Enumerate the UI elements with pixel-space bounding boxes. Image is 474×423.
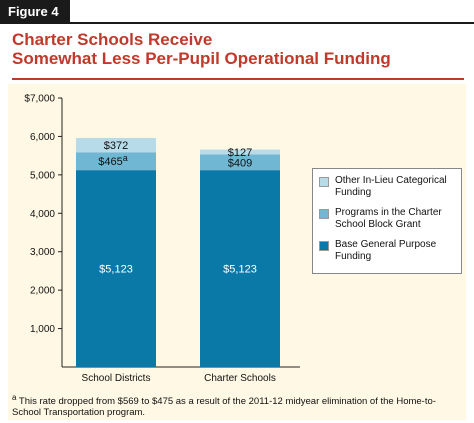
footnote-panel [8, 390, 466, 420]
y-tick-label: $7,000 [24, 94, 55, 105]
bar-segment-block-grant [200, 154, 280, 171]
legend: Other In-Lieu Categorical Funding Progra… [312, 168, 462, 274]
chart-title-line2: Somewhat Less Per-Pupil Operational Fund… [12, 49, 391, 68]
title-underline [12, 78, 464, 80]
x-tick-label: Charter Schools [204, 373, 276, 384]
legend-label-base: Base General Purpose Funding [335, 239, 437, 262]
data-label: $372 [104, 140, 128, 152]
y-tick-label: 4,000 [30, 209, 55, 220]
chart-title: Charter Schools Receive Somewhat Less Pe… [12, 30, 391, 68]
legend-label-in-lieu: Other In-Lieu Categorical Funding [335, 175, 447, 198]
legend-swatch-base [319, 241, 329, 251]
legend-swatch-in-lieu [319, 177, 329, 187]
x-tick-label: School Districts [82, 373, 151, 384]
bar-segment-base [76, 170, 156, 367]
data-label: $465a [98, 153, 128, 168]
bar-segment-in-lieu [200, 149, 280, 155]
bar-segment-block-grant [76, 152, 156, 171]
legend-swatch-block-grant [319, 209, 329, 219]
data-label: $5,123 [223, 264, 257, 276]
bar-segment-base [200, 170, 280, 367]
chart-title-line1: Charter Schools Receive [12, 30, 213, 49]
figure-header: Figure 4 [0, 0, 474, 24]
y-tick-label: 3,000 [30, 247, 55, 258]
footnote-text: This rate dropped from $569 to $475 as a… [12, 396, 436, 419]
bar-segment-in-lieu [76, 137, 156, 153]
footnote: a This rate dropped from $569 to $475 as… [12, 392, 462, 418]
y-tick-label: 1,000 [30, 324, 55, 335]
figure-label: Figure 4 [8, 4, 59, 19]
y-tick-label: 5,000 [30, 170, 55, 181]
footnote-marker: a [12, 393, 17, 402]
y-tick-label: 2,000 [30, 286, 55, 297]
data-label: $5,123 [99, 264, 133, 276]
data-label: $127 [228, 147, 252, 159]
data-label: $409 [228, 157, 252, 169]
y-tick-label: 6,000 [30, 132, 55, 143]
figure-label-tab [0, 0, 70, 24]
annotation-marker: a [123, 153, 128, 163]
figure-header-rule [70, 22, 474, 24]
legend-label-block-grant: Programs in the Charter School Block Gra… [335, 207, 442, 230]
